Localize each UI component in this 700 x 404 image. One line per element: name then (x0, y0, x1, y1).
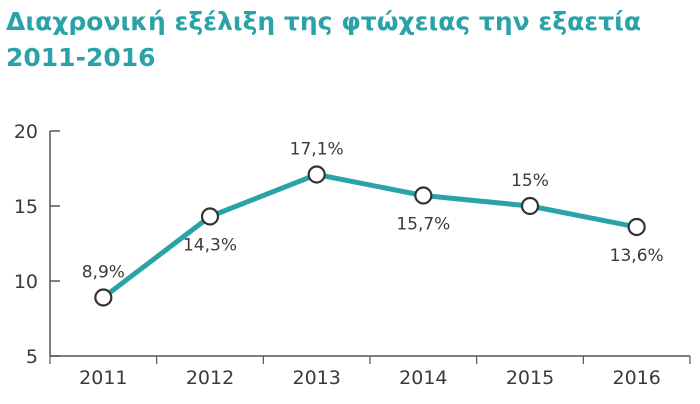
data-label: 13,6% (610, 246, 664, 266)
chart-title-line-2: 2011-2016 (6, 43, 156, 72)
y-tick-label: 15 (14, 196, 38, 218)
x-tick-label: 2014 (399, 367, 447, 389)
data-point (94, 288, 113, 307)
y-tick-label: 10 (14, 271, 38, 293)
data-point (307, 165, 326, 184)
data-label: 17,1% (290, 140, 344, 160)
data-label: 14,3% (183, 236, 237, 256)
data-label: 15% (511, 171, 549, 191)
series-line (100, 172, 640, 300)
x-tick-label: 2011 (79, 367, 127, 389)
x-tick-label: 2016 (612, 367, 660, 389)
chart-title-line-1: Διαχρονική εξέλιξη της φτώχειας την εξαε… (6, 7, 642, 36)
data-point (627, 217, 646, 237)
data-point (520, 196, 540, 216)
data-label: 15,7% (396, 215, 450, 235)
x-tick-label: 2013 (292, 367, 340, 389)
chart-title: Διαχρονική εξέλιξη της φτώχειας την εξαε… (6, 4, 696, 76)
x-tick-label: 2015 (506, 367, 554, 389)
x-tick-label: 2012 (186, 367, 234, 389)
data-label: 8,9% (82, 263, 125, 283)
y-tick-label: 5 (26, 346, 38, 368)
data-point (200, 207, 220, 226)
data-point (414, 186, 433, 205)
y-tick-label: 20 (14, 121, 38, 143)
